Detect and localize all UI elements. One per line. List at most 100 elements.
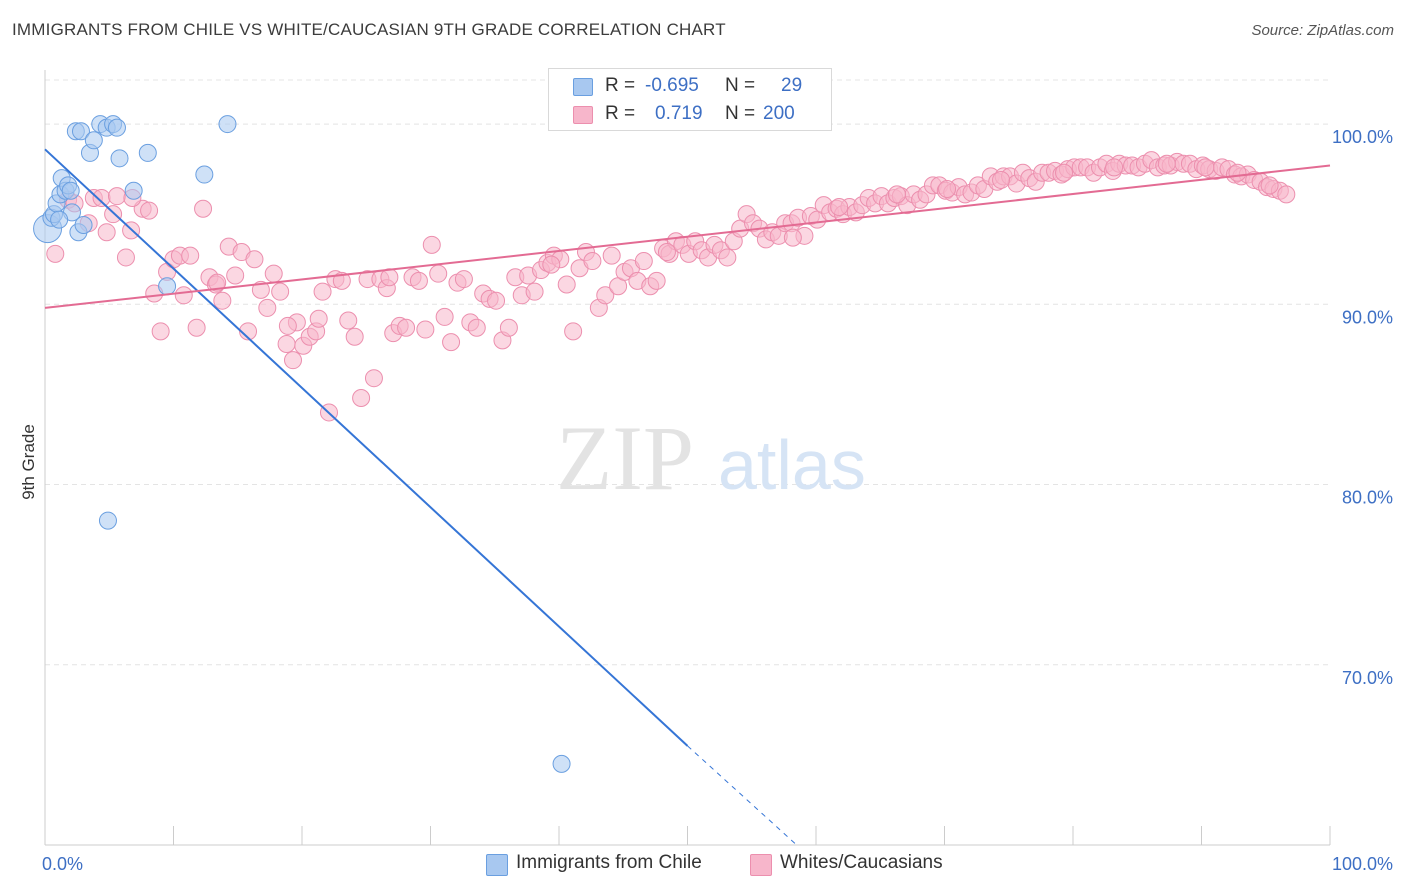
point-whites <box>208 273 227 292</box>
trend-line-chile-extension <box>687 745 798 846</box>
bottom-legend-swatch-chile <box>486 854 508 876</box>
point-whites <box>46 244 65 263</box>
legend-swatch-whites <box>573 106 593 124</box>
watermark-atlas: atlas <box>718 426 866 504</box>
bottom-legend-swatch-whites <box>750 854 772 876</box>
point-chile <box>50 210 69 229</box>
point-chile <box>107 118 126 137</box>
tick-labels: 70.0% 80.0% 90.0% 100.0% 0.0% 100.0% <box>42 127 1393 874</box>
point-whites <box>583 252 602 271</box>
point-whites <box>435 307 454 326</box>
point-whites <box>416 320 435 339</box>
point-whites <box>422 235 441 254</box>
axes <box>44 70 1331 846</box>
point-chile <box>158 277 177 296</box>
legend-row-chile: R = -0.695 N = 29 <box>549 72 831 100</box>
point-whites <box>657 243 676 262</box>
legend-swatch-chile <box>573 78 593 96</box>
legend-r-label: R = <box>605 103 636 124</box>
trend-lines <box>44 148 1331 846</box>
point-whites <box>1105 158 1124 177</box>
point-whites <box>499 318 518 337</box>
point-whites <box>1260 176 1279 195</box>
point-whites <box>174 286 193 305</box>
point-whites <box>830 197 849 216</box>
point-whites <box>264 264 283 283</box>
point-whites <box>442 333 461 352</box>
y-tick-label: 80.0% <box>1342 488 1393 508</box>
point-whites <box>1228 163 1247 182</box>
point-whites <box>564 322 583 341</box>
point-whites <box>409 271 428 290</box>
point-whites <box>284 351 303 370</box>
point-chile <box>74 216 93 234</box>
point-chile <box>71 122 90 141</box>
point-whites <box>140 201 159 220</box>
legend-row-whites: R = 0.719 N = 200 <box>549 100 831 128</box>
point-whites <box>309 309 328 328</box>
trend-line-chile <box>44 148 689 747</box>
x-tick-label: 100.0% <box>1332 854 1393 874</box>
y-axis-label: 9th Grade <box>19 424 38 500</box>
point-whites <box>1277 185 1296 204</box>
point-whites <box>887 185 906 204</box>
point-whites <box>226 266 245 285</box>
point-whites <box>245 250 264 269</box>
legend-r-value: -0.695 <box>645 75 699 96</box>
point-chile <box>84 131 103 150</box>
point-whites <box>345 327 364 346</box>
point-whites <box>596 286 615 305</box>
point-whites <box>634 252 653 271</box>
point-whites <box>602 246 621 265</box>
trend-line-whites <box>44 164 1331 309</box>
y-tick-label: 70.0% <box>1342 668 1393 688</box>
legend-r-value: 0.719 <box>655 103 703 124</box>
point-chile <box>110 149 129 168</box>
point-whites <box>92 188 111 207</box>
point-whites <box>271 282 290 301</box>
y-tick-label: 100.0% <box>1332 127 1393 147</box>
point-whites <box>718 248 737 267</box>
point-whites <box>352 389 371 408</box>
chart-title: IMMIGRANTS FROM CHILE VS WHITE/CAUCASIAN… <box>12 20 726 39</box>
point-chile <box>552 754 571 773</box>
point-chile <box>195 165 214 184</box>
point-whites <box>313 282 332 301</box>
legend-n-value: 200 <box>763 103 795 124</box>
point-whites <box>1196 158 1215 177</box>
point-whites <box>278 316 297 335</box>
x-tick-label: 0.0% <box>42 854 83 874</box>
point-whites <box>487 291 506 310</box>
point-chile <box>138 143 157 162</box>
point-whites <box>116 248 135 267</box>
point-whites <box>647 271 666 290</box>
legend-n-label: N = <box>725 75 756 96</box>
point-whites <box>992 170 1011 189</box>
point-whites <box>213 291 232 310</box>
point-chile <box>98 511 117 530</box>
point-whites <box>187 318 206 337</box>
point-whites <box>107 187 126 206</box>
point-whites <box>467 318 486 337</box>
legend-n-value: 29 <box>781 75 803 96</box>
point-whites <box>938 179 957 198</box>
point-whites <box>239 322 258 341</box>
correlation-legend: R = -0.695 N = 29 R = 0.719 N = 200 <box>548 68 832 131</box>
point-chile <box>61 181 80 200</box>
point-whites <box>251 280 270 299</box>
point-whites <box>332 271 351 290</box>
point-whites <box>97 223 116 242</box>
point-whites <box>258 298 277 317</box>
data-points <box>33 115 1296 773</box>
watermark-zip: ZIP <box>556 407 694 509</box>
point-chile <box>124 181 143 200</box>
bottom-legend-label-chile: Immigrants from Chile <box>516 852 702 873</box>
point-whites <box>339 311 358 330</box>
point-whites <box>557 275 576 294</box>
point-whites <box>429 264 448 283</box>
legend-n-label: N = <box>725 103 756 124</box>
point-whites <box>525 282 544 301</box>
source-label: Source: ZipAtlas.com <box>1251 22 1394 39</box>
point-whites <box>1157 154 1176 173</box>
